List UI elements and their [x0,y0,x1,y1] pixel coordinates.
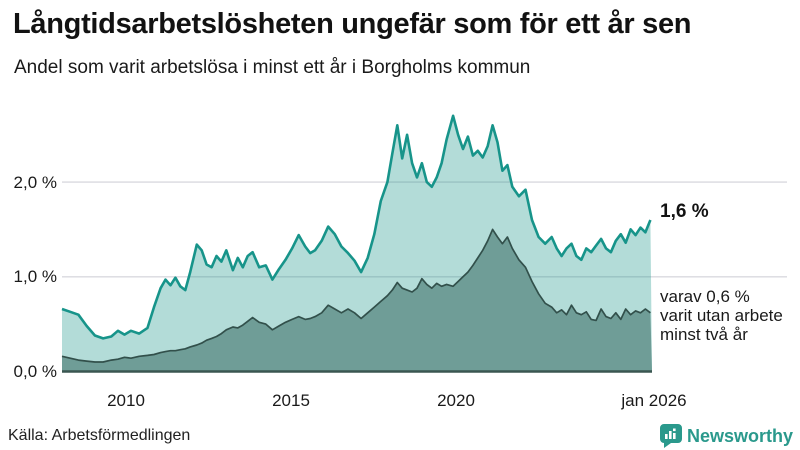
line-min-one-year [61,114,652,340]
area-min-two-years [62,229,652,372]
line-min-two-years [61,228,651,363]
x-tick-jan-2026: jan 2026 [621,391,687,410]
newsworthy-wordmark: Newsworthy [686,425,793,446]
x-tick-2010: 2010 [107,391,145,410]
source-attribution: Källa: Arbetsförmedlingen [8,427,191,444]
page-subtitle: Andel som varit arbetslösa i minst ett å… [14,57,531,78]
end-secondary-line: varit utan arbete [660,306,783,325]
x-tick-2020: 2020 [437,391,475,410]
y-tick-0pct: 0,0 % [13,362,57,381]
end-value-label: 1,6 % [660,201,709,222]
end-secondary-line: varav 0,6 % [660,287,750,306]
end-secondary-label: varav 0,6 % varit utan arbete minst två … [660,287,783,344]
end-secondary-line: minst två år [660,325,748,344]
page-title: Långtidsarbetslösheten ungefär som för e… [13,8,692,40]
x-tick-2015: 2015 [272,391,310,410]
y-tick-2pct: 2,0 % [13,173,57,192]
newsworthy-icon [659,424,682,448]
newsworthy-logo: Newsworthy [659,424,793,448]
gridlines [62,181,787,278]
y-tick-1pct: 1,0 % [13,267,57,286]
